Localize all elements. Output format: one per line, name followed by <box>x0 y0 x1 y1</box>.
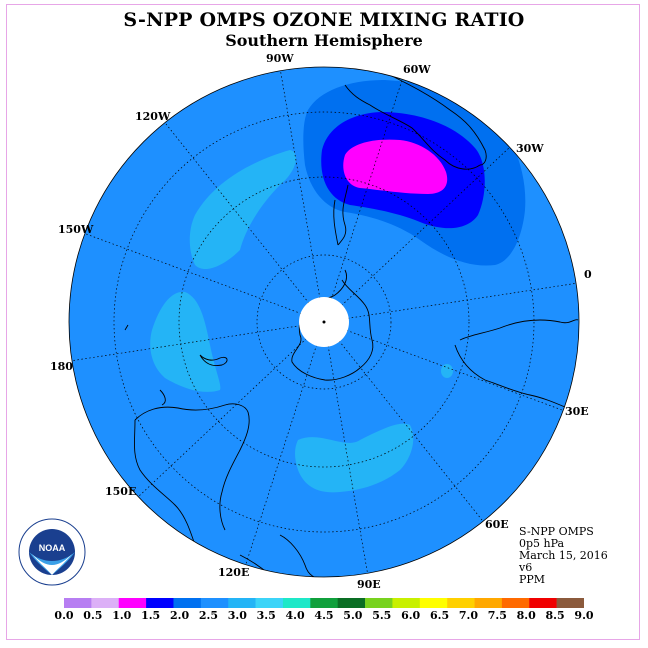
colorbar-tick-label: 2.0 <box>169 609 190 622</box>
south-pole-marker <box>322 320 326 324</box>
latitude-circles <box>113 111 535 533</box>
colorbar-segment <box>228 598 256 608</box>
colorbar-segment <box>529 598 557 608</box>
colorbar-segment <box>118 598 147 608</box>
colorbar-tick-label: 4.0 <box>285 609 305 622</box>
colorbar-tick-label: 2.5 <box>198 609 218 622</box>
map-subtitle: Southern Hemisphere <box>225 31 423 50</box>
lon-label-120w: 120W <box>135 110 171 123</box>
colorbar-tick-label: 7.0 <box>458 609 478 622</box>
colorbar-segment <box>556 598 584 608</box>
colorbar-segment <box>419 598 448 608</box>
lon-label-150e: 150E <box>105 485 136 498</box>
lon-label-30w: 30W <box>516 142 544 155</box>
colorbar-tick-label: 8.5 <box>545 609 565 622</box>
lon-label-90e: 90E <box>357 578 381 591</box>
colorbar-tick-label: 8.0 <box>516 609 536 622</box>
colorbar-tick-label: 1.5 <box>141 609 161 622</box>
ozone-contour-light-small <box>441 364 453 378</box>
colorbar-segment <box>392 598 421 608</box>
colorbar-segment <box>146 598 174 608</box>
colorbar-tick-label: 5.0 <box>343 609 363 622</box>
ozone-contour-light-southwest <box>150 291 221 392</box>
ozone-contour-light-south <box>295 423 414 493</box>
info-units: PPM <box>519 573 546 586</box>
colorbar-segment <box>337 598 366 608</box>
colorbar-tick-label: 5.5 <box>372 609 392 622</box>
colorbar-tick-label: 3.0 <box>227 609 247 622</box>
colorbar-tick-label: 0.5 <box>83 609 103 622</box>
colorbar-segment <box>447 598 475 608</box>
colorbar-segment <box>64 598 92 608</box>
colorbar-segment <box>501 598 530 608</box>
colorbar-segment <box>474 598 503 608</box>
info-panel: S-NPP OMPS 0p5 hPa March 15, 2016 v6 PPM <box>519 526 608 586</box>
map-boundary <box>68 66 580 578</box>
map-title: S-NPP OMPS OZONE MIXING RATIO <box>123 9 525 31</box>
colorbar-tick-label: 4.5 <box>314 609 334 622</box>
lon-label-0: 0 <box>584 268 592 281</box>
lon-label-90w: 90W <box>266 52 294 65</box>
lon-label-60w: 60W <box>403 63 431 76</box>
colorbar-tick-label: 0.0 <box>54 609 74 622</box>
info-instrument: S-NPP OMPS <box>519 525 594 538</box>
figure-frame <box>6 4 640 640</box>
colorbar-tick-label: 1.0 <box>112 609 132 622</box>
colorbar-segment <box>91 598 120 608</box>
noaa-logo: NOAA <box>18 518 86 586</box>
info-version: v6 <box>519 561 533 574</box>
lon-label-150w: 150W <box>58 223 94 236</box>
meridians <box>69 67 579 577</box>
ozone-contour-1-0 <box>343 139 448 194</box>
info-date: March 15, 2016 <box>519 549 608 562</box>
noaa-logo-text: NOAA <box>39 543 66 553</box>
lon-label-60e: 60E <box>485 518 509 531</box>
colorbar-tick-label: 9.0 <box>574 609 594 622</box>
colorbar-segment <box>282 598 311 608</box>
colorbar-segment <box>310 598 338 608</box>
colorbar-segment <box>365 598 393 608</box>
lon-label-30e: 30E <box>565 405 589 418</box>
colorbar <box>64 598 584 608</box>
info-level: 0p5 hPa <box>519 537 565 550</box>
lon-label-180: 180 <box>50 360 73 373</box>
lon-label-120e: 120E <box>218 566 249 579</box>
colorbar-segment <box>200 598 229 608</box>
colorbar-tick-label: 6.0 <box>401 609 421 622</box>
colorbar-tick-label: 3.5 <box>256 609 276 622</box>
ozone-contour-light-west <box>189 150 296 270</box>
coastlines <box>124 74 579 577</box>
colorbar-segment <box>173 598 202 608</box>
colorbar-tick-label: 7.5 <box>487 609 507 622</box>
colorbar-segment <box>255 598 284 608</box>
colorbar-tick-label: 6.5 <box>429 609 450 622</box>
